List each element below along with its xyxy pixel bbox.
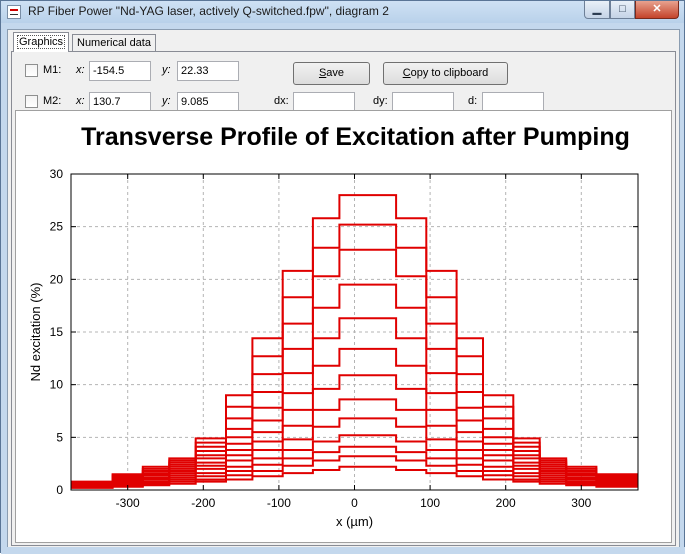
- maximize-button[interactable]: □: [610, 1, 635, 19]
- m1-y-field[interactable]: 22.33: [177, 61, 239, 81]
- y-tick-label: 20: [50, 272, 64, 286]
- dx-label: dx:: [274, 95, 289, 107]
- series-line-13: [71, 194, 638, 483]
- save-label-rest: ave: [326, 67, 345, 79]
- app-icon: [7, 5, 21, 19]
- x-tick-label: 300: [571, 496, 591, 510]
- m1-x-label: x:: [76, 64, 85, 76]
- x-tick-label: -300: [116, 496, 140, 510]
- plot-area[interactable]: Transverse Profile of Excitation after P…: [15, 110, 672, 543]
- copy-to-clipboard-button[interactable]: Copy to clipboard: [383, 62, 508, 85]
- tab-numerical-data[interactable]: Numerical data: [72, 34, 156, 52]
- y-tick-label: 10: [50, 378, 64, 392]
- save-button[interactable]: Save: [293, 62, 370, 85]
- x-tick-label: 100: [420, 496, 440, 510]
- d-field[interactable]: [482, 92, 544, 112]
- m2-y-field[interactable]: 9.085: [177, 92, 239, 112]
- x-tick-label: -200: [191, 496, 215, 510]
- m2-y-label: y:: [162, 95, 171, 107]
- tab-graphics-label: Graphics: [16, 35, 66, 49]
- y-tick-label: 0: [56, 483, 63, 497]
- window-bottom-border: [1, 547, 685, 554]
- x-axis-label: x (µm): [336, 514, 373, 529]
- m1-checkbox[interactable]: [25, 64, 38, 77]
- d-label: d:: [468, 95, 478, 107]
- chart-svg: Transverse Profile of Excitation after P…: [28, 123, 639, 529]
- y-tick-label: 5: [56, 430, 63, 444]
- m1-label: M1:: [43, 64, 62, 76]
- copy-label-rest: opy to clipboard: [410, 67, 489, 79]
- minimize-button[interactable]: ▁: [584, 1, 610, 19]
- y-tick-label: 15: [50, 325, 64, 339]
- dy-label: dy:: [373, 95, 388, 107]
- m2-checkbox[interactable]: [25, 95, 38, 108]
- graphics-panel: M1: x: -154.5 y: 22.33 Save Copy to clip…: [11, 51, 676, 546]
- tab-graphics[interactable]: Graphics: [13, 32, 70, 52]
- copy-accelerator: C: [402, 67, 411, 79]
- close-button[interactable]: ✕: [635, 1, 679, 19]
- title-bar[interactable]: RP Fiber Power "Nd-YAG laser, actively Q…: [1, 1, 684, 23]
- x-tick-label: 0: [351, 496, 358, 510]
- m2-x-field[interactable]: 130.7: [89, 92, 151, 112]
- m1-y-label: y:: [162, 64, 171, 76]
- x-tick-label: -100: [267, 496, 291, 510]
- y-axis-label: Nd excitation (%): [28, 283, 43, 382]
- chart-title: Transverse Profile of Excitation after P…: [81, 123, 630, 151]
- m1-x-field[interactable]: -154.5: [89, 61, 151, 81]
- y-tick-label: 25: [50, 220, 64, 234]
- m2-label: M2:: [43, 95, 62, 107]
- dx-field[interactable]: [293, 92, 355, 112]
- series-line-12: [71, 223, 638, 484]
- client-area: Graphics Numerical data M1: x: -154.5 y:…: [7, 29, 680, 548]
- dy-field[interactable]: [392, 92, 454, 112]
- y-tick-label: 30: [50, 167, 64, 181]
- x-tick-label: 200: [496, 496, 516, 510]
- window-title: RP Fiber Power "Nd-YAG laser, actively Q…: [28, 4, 389, 18]
- save-accelerator: S: [318, 67, 327, 79]
- m2-x-label: x:: [76, 95, 85, 107]
